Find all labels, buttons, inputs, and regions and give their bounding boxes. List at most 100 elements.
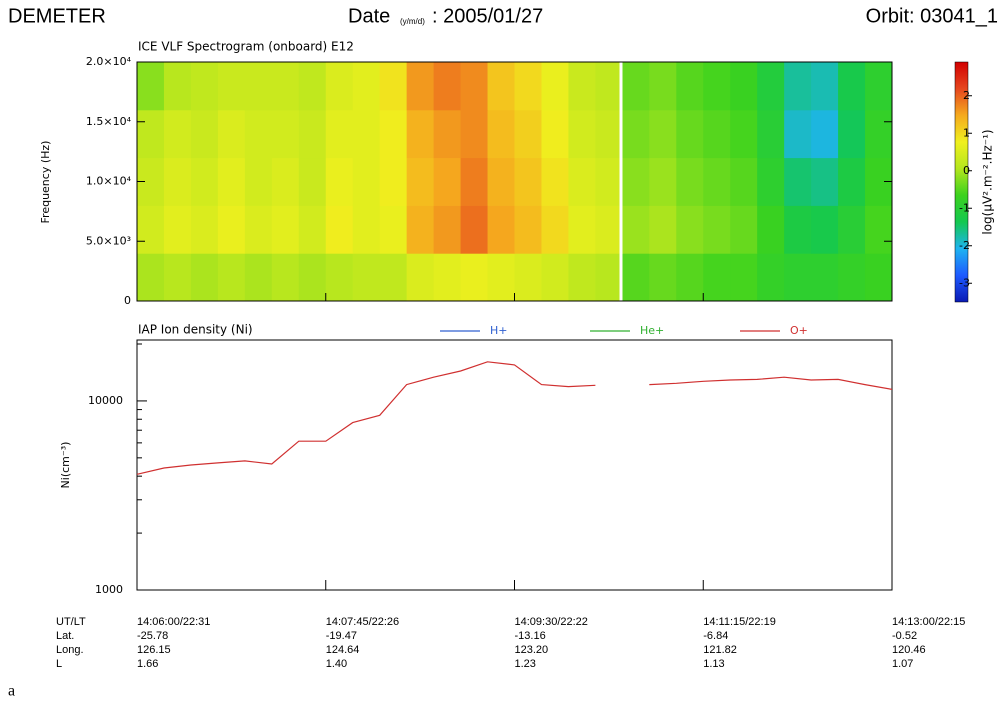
- ephemeris-value: -0.52: [892, 630, 917, 642]
- spectrogram-cell: [217, 205, 246, 254]
- y-tick-label: 1.5×10⁴: [86, 115, 132, 128]
- spectrogram-cell: [649, 62, 677, 111]
- spectrogram-cell: [676, 157, 704, 206]
- spectrogram-cell: [244, 109, 273, 159]
- spectrogram-cell: [703, 109, 731, 159]
- colorbar-tick-label: -2: [959, 239, 970, 252]
- spectrogram-cell: [838, 205, 866, 254]
- spectrogram-cell: [703, 253, 731, 302]
- spectrogram-cell: [244, 253, 273, 302]
- spectrogram-cell: [568, 157, 596, 206]
- spectrogram-cell: [514, 253, 542, 302]
- spectrogram-cell: [325, 109, 354, 159]
- spectrogram-cell: [595, 109, 623, 159]
- spectrogram-cell: [379, 253, 408, 302]
- colorbar-tick-label: -1: [959, 201, 970, 214]
- spectrogram-cell: [595, 253, 623, 302]
- spectrogram-cell: [460, 205, 489, 254]
- spectrogram-cell: [352, 253, 381, 302]
- spectrogram-cell: [568, 109, 596, 159]
- colorbar: [954, 61, 969, 303]
- ephemeris-value: 124.64: [326, 644, 360, 656]
- x-tick-label: 14:07:45/22:26: [326, 616, 399, 628]
- spectrogram-cell: [352, 157, 381, 206]
- x-tick-label: 14:11:15/22:19: [703, 616, 776, 628]
- spectrogram-cell: [271, 109, 300, 159]
- spectrogram-cell: [541, 62, 569, 111]
- spectrogram-cell: [811, 205, 839, 254]
- spectrogram-cell: [460, 62, 489, 111]
- spectrogram-cell: [730, 253, 758, 302]
- spectrogram-cell: [298, 157, 327, 206]
- spectrogram-cell: [757, 205, 785, 254]
- spectrogram-cell: [811, 62, 839, 111]
- spectrogram-cell: [460, 253, 489, 302]
- spectrogram-cell: [649, 205, 677, 254]
- spectrogram-cell: [190, 62, 219, 111]
- spectrogram-cell: [568, 205, 596, 254]
- spectrogram-cell: [217, 157, 246, 206]
- spectrogram-cell: [137, 253, 165, 302]
- spectrogram-cell: [865, 62, 893, 111]
- spectrogram-cell: [730, 62, 758, 111]
- spectrogram-cell: [838, 62, 866, 111]
- spectrogram-cell: [730, 157, 758, 206]
- instrument: DEMETER: [8, 5, 106, 27]
- orbit: Orbit: 03041_1: [866, 5, 998, 27]
- ephemeris-value: 120.46: [892, 644, 926, 656]
- ephemeris-value: 1.40: [326, 658, 347, 670]
- panel-title: IAP Ion density (Ni): [138, 323, 253, 337]
- spectrogram-cell: [190, 205, 219, 254]
- panel-title: ICE VLF Spectrogram (onboard) E12: [138, 40, 354, 54]
- spectrogram-cell: [487, 253, 515, 302]
- y-tick-label: 10000: [88, 394, 123, 407]
- spectrogram-cell: [163, 157, 192, 206]
- spectrogram-cell: [514, 205, 542, 254]
- legend-label: H+: [490, 324, 508, 337]
- colorbar-tick-label: 2: [963, 89, 970, 102]
- spectrogram-cell: [676, 62, 704, 111]
- spectrogram-cell: [298, 109, 327, 159]
- spectrogram-cell: [352, 205, 381, 254]
- spectrogram-cell: [838, 109, 866, 159]
- ephemeris-value: 1.66: [137, 658, 158, 670]
- spectrogram-cell: [730, 205, 758, 254]
- ephemeris-value: 1.07: [892, 658, 913, 670]
- spectrogram-cell: [514, 157, 542, 206]
- date: : 2005/01/27: [432, 5, 543, 27]
- spectrogram-cell: [379, 62, 408, 111]
- spectrogram-cell: [137, 205, 165, 254]
- spectrogram-cell: [595, 205, 623, 254]
- spectrogram-cell: [757, 62, 785, 111]
- spectrogram-cell: [217, 109, 246, 159]
- spectrogram-cell: [514, 109, 542, 159]
- spectrogram-cell: [352, 109, 381, 159]
- ephemeris-value: 1.13: [703, 658, 724, 670]
- spectrogram-cell: [838, 253, 866, 302]
- x-tick-label: 14:09:30/22:22: [515, 616, 588, 628]
- date-unit: (y/m/d): [400, 17, 425, 26]
- date-label: Date: [348, 5, 390, 27]
- spectrogram-cell: [433, 109, 462, 159]
- spectrogram-cell: [406, 62, 435, 111]
- spectrogram-cell: [487, 62, 515, 111]
- spectrogram-cell: [541, 253, 569, 302]
- spectrogram-cell: [703, 205, 731, 254]
- spectrogram-cell: [568, 62, 596, 111]
- spectrogram-cell: [865, 205, 893, 254]
- spectrogram-cell: [541, 205, 569, 254]
- spectrogram-cell: [298, 253, 327, 302]
- spectrogram-cell: [433, 157, 462, 206]
- spectrogram-cell: [137, 62, 165, 111]
- spectrogram-cell: [406, 205, 435, 254]
- spectrogram-cell: [406, 109, 435, 159]
- spectrogram-cell: [811, 253, 839, 302]
- ephemeris-value: -13.16: [515, 630, 546, 642]
- spectrogram-cell: [784, 62, 812, 111]
- spectrogram-cell: [622, 205, 650, 254]
- legend-label: O+: [790, 324, 808, 337]
- spectrogram-cell: [325, 62, 354, 111]
- data-line: [136, 361, 893, 475]
- spectrogram-cell: [325, 253, 354, 302]
- spectrogram-cell: [676, 253, 704, 302]
